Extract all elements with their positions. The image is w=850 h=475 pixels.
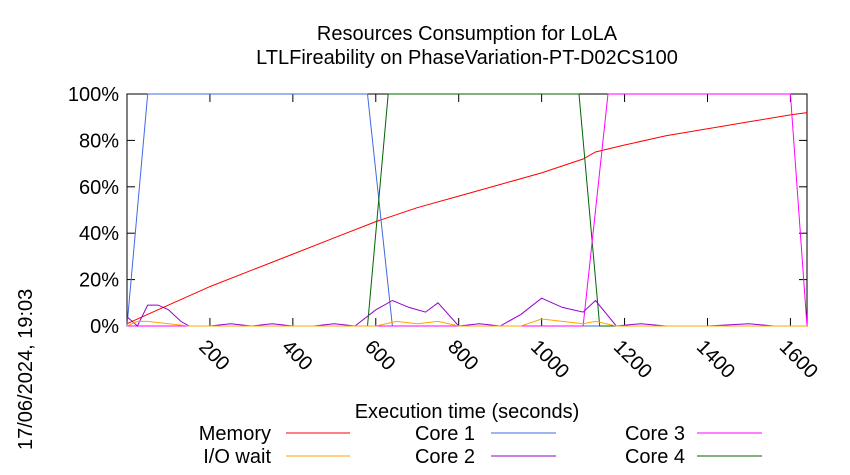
x-tick-label: 200 — [194, 336, 233, 375]
legend-label-core-4: Core 4 — [625, 446, 685, 468]
chart-subtitle: LTLFireability on PhaseVariation-PT-D02C… — [256, 47, 678, 69]
y-tick-label: 0% — [90, 316, 119, 338]
y-tick-label: 60% — [79, 177, 119, 199]
y-tick-label: 80% — [79, 130, 119, 152]
x-tick-label: 1200 — [609, 336, 656, 383]
legend-label-core-3: Core 3 — [625, 423, 685, 445]
y-tick-label: 100% — [68, 84, 119, 106]
x-tick-label: 1400 — [692, 336, 739, 383]
series-lines — [126, 93, 808, 327]
chart-title: Resources Consumption for LoLA — [317, 23, 618, 45]
x-axis-label: Execution time (seconds) — [355, 401, 580, 423]
x-tick-label: 800 — [443, 336, 482, 375]
legend-label-core-1: Core 1 — [415, 423, 475, 445]
y-tick-label: 20% — [79, 270, 119, 292]
legend-label-i-o-wait: I/O wait — [203, 446, 271, 468]
x-tick-label: 1000 — [526, 336, 573, 383]
x-tick-label: 400 — [277, 336, 316, 375]
x-tick-label: 600 — [360, 336, 399, 375]
series-line-core-2 — [126, 297, 807, 327]
timestamp-label: 17/06/2024, 19:03 — [15, 289, 37, 450]
legend-label-core-2: Core 2 — [415, 446, 475, 468]
series-line-memory — [126, 112, 808, 325]
y-tick-label: 40% — [79, 223, 119, 245]
series-line-i-o-wait — [126, 318, 807, 327]
x-tick-label: 1600 — [775, 336, 822, 383]
legend-label-memory: Memory — [199, 423, 271, 445]
